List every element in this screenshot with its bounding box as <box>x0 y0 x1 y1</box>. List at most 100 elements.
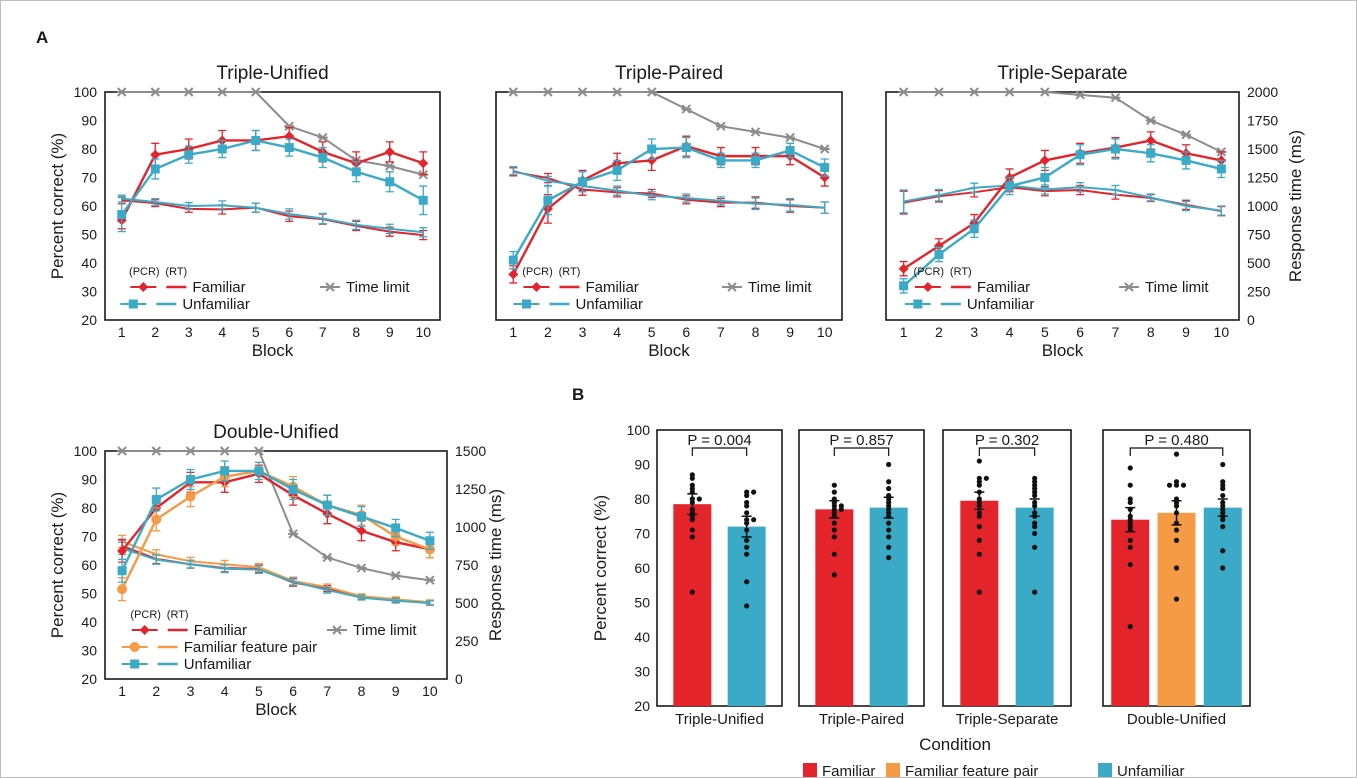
x-axis-label: Block <box>648 341 690 360</box>
y2-tick-label: 2000 <box>1247 84 1278 100</box>
data-point <box>139 625 150 635</box>
y-tick-label: 70 <box>634 526 650 542</box>
bar-legend: Familiar Familiar feature pair Unfamiliar <box>803 763 1185 778</box>
data-point <box>785 132 796 143</box>
subject-dot <box>1032 524 1038 530</box>
subject-dot <box>1220 492 1226 499</box>
legend-label: Unfamiliar <box>1117 763 1185 778</box>
subject-dot <box>976 551 982 557</box>
data-point <box>253 446 264 456</box>
subject-dot <box>744 492 750 499</box>
data-point <box>129 642 140 652</box>
subject-dot <box>689 527 695 533</box>
group-frame <box>942 429 1072 707</box>
series-line <box>513 169 825 209</box>
legend-label: Unfamiliar <box>967 296 1035 313</box>
data-point <box>351 167 361 177</box>
bar-group-2: P = 0.302 Triple-Separate <box>942 429 1072 728</box>
subject-dot <box>831 534 837 540</box>
bar <box>1203 507 1242 706</box>
x-tick-label: 6 <box>1076 324 1084 340</box>
data-point <box>899 281 909 291</box>
data-point <box>646 87 657 97</box>
line-chart-3: Double-Unified 1 2 3 4 5 6 7 8 9 10 Block 20 30 40 50 60… <box>48 422 505 719</box>
data-point <box>117 545 128 556</box>
data-point <box>357 512 366 522</box>
x-tick-label: 3 <box>185 324 193 340</box>
legend-pcr-tag: (PCR) <box>522 266 553 278</box>
data-point <box>217 87 228 97</box>
x-tick-label: 5 <box>252 324 260 340</box>
y2-tick-label: 1000 <box>455 519 486 535</box>
series-line <box>121 472 431 552</box>
plot-frame <box>104 450 448 680</box>
subject-dot <box>1220 517 1226 523</box>
x-tick-label: 6 <box>285 324 293 340</box>
series-line <box>903 91 1222 153</box>
x-axis-label: Block <box>1042 341 1084 360</box>
error-bar <box>1111 184 1120 196</box>
x-tick-label: 3 <box>579 324 587 340</box>
data-point <box>521 299 531 309</box>
x-tick-label: 5 <box>255 683 263 699</box>
y-tick-label: 90 <box>634 457 650 473</box>
y-tick-label: 60 <box>634 560 650 576</box>
x-tick-label: 10 <box>415 324 431 340</box>
error-bar <box>425 600 434 606</box>
data-point <box>425 536 435 546</box>
data-point <box>933 240 944 251</box>
x-tick-label: 10 <box>422 683 438 699</box>
data-point <box>185 491 196 502</box>
series-line <box>122 450 431 582</box>
subject-dot <box>689 589 695 595</box>
y-axis-label: Percent correct (%) <box>591 495 610 641</box>
x-tick-label: 10 <box>817 324 833 340</box>
data-point <box>117 446 128 456</box>
bar-chart: 20 30 40 50 60 70 80 90 100 Percent correct (%) P … <box>591 422 1251 778</box>
bar <box>960 500 999 706</box>
data-point <box>219 446 230 456</box>
data-point <box>819 172 830 183</box>
error-bar <box>751 197 760 211</box>
legend-rt-tag: (RT) <box>950 266 972 278</box>
x-tick-label: 2 <box>151 324 159 340</box>
series-line <box>121 197 424 234</box>
subject-dot <box>1173 520 1180 526</box>
series-pcr-unfamiliar <box>117 460 435 583</box>
error-bar <box>1076 181 1085 193</box>
subject-dot <box>1032 513 1038 519</box>
data-point <box>130 659 140 669</box>
y-tick-label: 70 <box>81 170 97 186</box>
data-point <box>322 552 333 563</box>
data-point <box>424 575 435 585</box>
error-bar <box>251 202 260 213</box>
x-tick-label: 3 <box>187 683 195 699</box>
y2-tick-label: 250 <box>1247 284 1271 300</box>
series-tl-time-limit <box>508 87 830 154</box>
subject-dot <box>689 475 695 481</box>
subject-dot <box>689 517 695 523</box>
bar-group-0: P = 0.004 Triple-Unified <box>656 429 783 728</box>
error-bar <box>184 201 193 211</box>
data-point <box>1181 130 1192 140</box>
data-point <box>116 87 127 97</box>
bar <box>815 509 854 706</box>
data-point <box>612 87 623 97</box>
plot-frame <box>495 91 843 321</box>
error-bar <box>357 594 366 601</box>
data-point <box>1145 135 1156 146</box>
line-chart-2: Triple-Separate 1 2 3 4 5 6 7 8 9 10 Block 0 250 500 75… <box>885 63 1305 360</box>
subject-dot <box>976 489 982 495</box>
x-tick-label: 9 <box>386 324 394 340</box>
subject-dot <box>1173 596 1180 602</box>
data-point <box>1040 173 1050 182</box>
data-point <box>418 158 429 169</box>
subject-dot <box>976 589 982 595</box>
bar <box>869 507 908 706</box>
data-point <box>969 224 979 234</box>
data-point <box>322 500 332 510</box>
data-point <box>1124 282 1134 292</box>
series-pcr-unfamiliar <box>117 129 428 233</box>
error-bar <box>323 586 332 594</box>
